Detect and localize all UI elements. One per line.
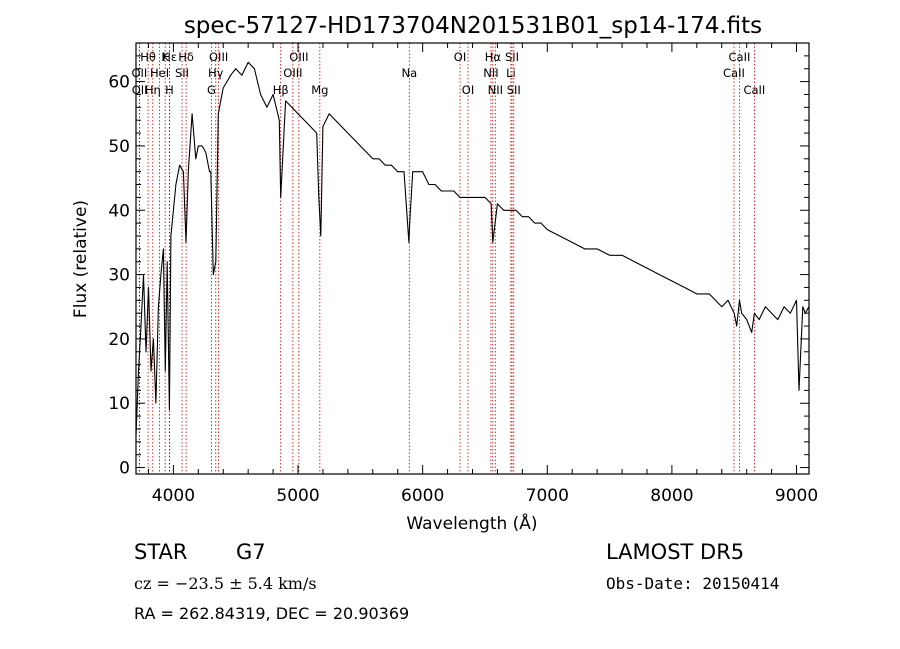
y-tick-label: 20 bbox=[108, 330, 130, 350]
line-label: Hδ bbox=[178, 50, 194, 64]
line-label: CaII bbox=[723, 66, 745, 80]
line-label: Hθ bbox=[140, 50, 156, 64]
line-label: Hα bbox=[485, 50, 502, 64]
line-label: OIII bbox=[289, 50, 308, 64]
y-tick-label: 30 bbox=[108, 266, 130, 286]
x-tick-label: 4000 bbox=[152, 486, 195, 506]
line-label: SII bbox=[505, 50, 519, 64]
plot-frame bbox=[135, 42, 810, 475]
x-axis: 4000 5000 6000 7000 8000 9000 bbox=[147, 43, 818, 506]
line-label: G bbox=[207, 83, 216, 97]
line-label: Li bbox=[506, 66, 516, 80]
observation-date: Obs-Date: 20150414 bbox=[606, 574, 780, 593]
line-label: H bbox=[165, 83, 174, 97]
line-label: Mg bbox=[311, 83, 328, 97]
line-label: Hη bbox=[145, 83, 161, 97]
spectrum-line bbox=[135, 61, 810, 436]
line-label: SII bbox=[507, 83, 521, 97]
y-tick-label: 50 bbox=[108, 137, 130, 157]
line-label: HeI bbox=[150, 66, 169, 80]
x-tick-label: 5000 bbox=[276, 486, 319, 506]
y-axis: 0 10 20 30 40 50 60 bbox=[108, 55, 809, 479]
line-label: NII bbox=[483, 66, 498, 80]
coordinates: RA = 262.84319, DEC = 20.90369 bbox=[134, 604, 410, 623]
line-label: K bbox=[161, 50, 169, 64]
y-tick-label: 10 bbox=[108, 394, 130, 414]
redshift-info: cz = −23.5 ± 5.4 km/s bbox=[134, 574, 317, 593]
line-label: OIII bbox=[209, 50, 228, 64]
x-tick-label: 8000 bbox=[650, 486, 693, 506]
line-label: Hγ bbox=[208, 66, 224, 80]
chart-title: spec-57127-HD173704N201531B01_sp14-174.f… bbox=[184, 13, 762, 39]
line-label: SII bbox=[175, 66, 189, 80]
spectrum-series bbox=[135, 61, 810, 436]
line-label: CaII bbox=[729, 50, 751, 64]
x-tick-label: 9000 bbox=[775, 486, 818, 506]
line-label: OI bbox=[462, 83, 474, 97]
y-tick-label: 60 bbox=[108, 73, 130, 93]
object-class: STAR bbox=[134, 540, 188, 564]
y-axis-label: Flux (relative) bbox=[71, 200, 91, 318]
y-tick-label: 40 bbox=[108, 201, 130, 221]
line-label: CaII bbox=[743, 83, 765, 97]
line-label: NII bbox=[488, 83, 503, 97]
x-tick-label: 7000 bbox=[526, 486, 569, 506]
x-tick-label: 6000 bbox=[401, 486, 444, 506]
x-axis-label: Wavelength (Å) bbox=[406, 512, 537, 534]
spectral-subclass: G7 bbox=[236, 540, 266, 564]
line-label: Na bbox=[401, 66, 417, 80]
line-label: Hβ bbox=[273, 83, 289, 97]
survey-name: LAMOST DR5 bbox=[606, 540, 745, 564]
line-label: OIII bbox=[283, 66, 302, 80]
line-label: OI bbox=[454, 50, 466, 64]
y-tick-label: 0 bbox=[119, 459, 130, 479]
